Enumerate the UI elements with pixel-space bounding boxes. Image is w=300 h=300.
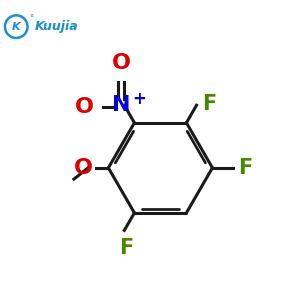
Text: +: + bbox=[133, 90, 146, 108]
Text: K: K bbox=[12, 22, 21, 32]
Text: °: ° bbox=[29, 14, 33, 23]
Text: Kuujia: Kuujia bbox=[35, 20, 79, 33]
Text: N: N bbox=[112, 95, 130, 115]
Text: O: O bbox=[112, 53, 131, 74]
Text: O: O bbox=[75, 97, 94, 117]
Text: F: F bbox=[238, 158, 253, 178]
Text: F: F bbox=[202, 94, 217, 114]
Text: O: O bbox=[74, 158, 93, 178]
Text: F: F bbox=[119, 238, 133, 258]
